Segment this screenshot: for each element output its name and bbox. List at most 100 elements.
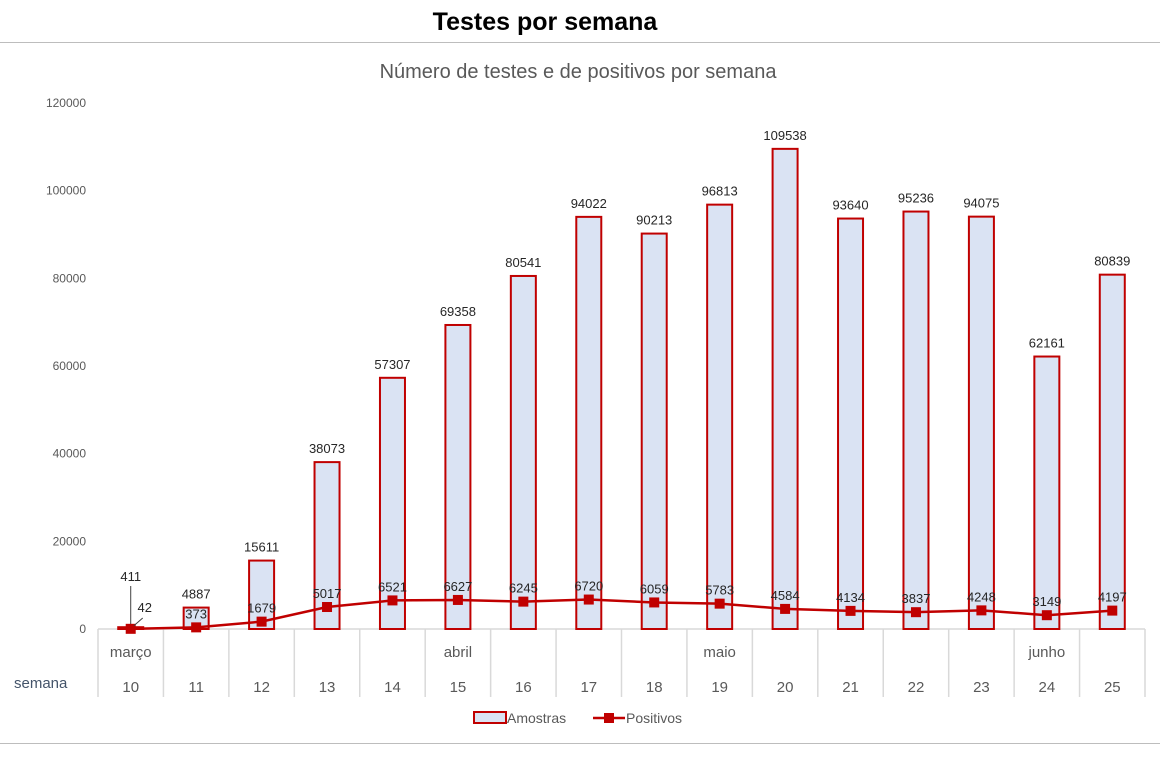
point-positivos [1041, 610, 1052, 621]
legend-positivos-marker [604, 713, 614, 723]
y-tick-label: 120000 [46, 96, 86, 110]
y-tick-label: 20000 [53, 534, 87, 548]
line-value-label: 4134 [836, 590, 865, 605]
bar-amostras [771, 147, 799, 630]
bar-value-label: 96813 [702, 184, 738, 199]
point-positivos [1107, 605, 1118, 616]
x-tick-label: 15 [450, 679, 467, 696]
legend-positivos-label: Positivos [626, 710, 682, 726]
line-value-label: 3837 [902, 591, 931, 606]
bar-amostras [837, 217, 865, 630]
line-value-label: 4584 [771, 588, 800, 603]
point-positivos [322, 602, 333, 613]
x-tick-label: 13 [319, 679, 336, 696]
bar-value-label: 94022 [571, 196, 607, 211]
bar-value-label: 15611 [244, 540, 279, 555]
bar-amostras [444, 323, 472, 630]
x-tick-label: 17 [580, 679, 597, 696]
x-tick-label: 19 [711, 679, 728, 696]
x-tick-label: 18 [646, 679, 663, 696]
line-value-label: 373 [185, 606, 207, 621]
x-tick-label: 23 [973, 679, 990, 696]
legend-amostras-swatch [473, 711, 507, 724]
line-value-label: 1679 [247, 601, 276, 616]
chart-title: Número de testes e de positivos por sema… [380, 61, 778, 83]
bar-value-label: 38073 [309, 441, 345, 456]
x-tick-label: 20 [777, 679, 794, 696]
bar-value-label: 80541 [505, 255, 541, 270]
bar-amostras [902, 210, 930, 631]
month-label: maio [703, 644, 736, 661]
bar-amostras [1033, 355, 1061, 630]
x-tick-label: 11 [188, 679, 204, 696]
bar-amostras [1098, 273, 1126, 630]
point-positivos [125, 623, 136, 634]
line-value-label: 6521 [378, 579, 407, 594]
x-tick-label: 22 [908, 679, 925, 696]
leader-line [133, 617, 144, 627]
point-positivos [910, 607, 921, 618]
x-tick-label: 14 [384, 679, 401, 696]
bar-amostras [967, 215, 995, 631]
x-tick-label: 16 [515, 679, 532, 696]
bar-amostras [706, 203, 734, 630]
bar-value-label: 62161 [1029, 336, 1065, 351]
month-label: março [110, 644, 152, 661]
line-value-label: 5017 [313, 586, 342, 601]
point-positivos [845, 605, 856, 616]
line-value-label: 42 [137, 600, 151, 615]
point-positivos [452, 594, 463, 605]
line-value-label: 6245 [509, 581, 538, 596]
point-positivos [256, 616, 267, 627]
line-value-label: 6720 [574, 579, 603, 594]
line-value-label: 6059 [640, 581, 669, 596]
line-positivos [130, 598, 1113, 631]
bar-amostras [575, 215, 603, 630]
bar-value-label: 69358 [440, 304, 476, 319]
y-tick-label: 100000 [46, 184, 86, 198]
x-tick-label: 24 [1039, 679, 1056, 696]
top-divider [0, 42, 1160, 43]
bar-value-label: 411 [120, 569, 141, 584]
point-positivos [649, 597, 660, 608]
bar-value-label: 95236 [898, 191, 934, 206]
x-tick-label: 10 [122, 679, 139, 696]
month-label: junho [1027, 644, 1065, 661]
bar-amostras [640, 232, 668, 630]
bar-value-label: 57307 [374, 357, 410, 372]
point-positivos [714, 598, 725, 609]
x-tick-label: 12 [253, 679, 270, 696]
x-tick-label: 21 [842, 679, 859, 696]
bar-amostras [313, 461, 341, 630]
bar-value-label: 90213 [636, 213, 672, 228]
line-value-label: 6627 [443, 579, 472, 594]
bar-value-label: 94075 [963, 196, 999, 211]
y-tick-label: 40000 [53, 447, 87, 461]
point-positivos [976, 605, 987, 616]
line-value-label: 4248 [967, 589, 996, 604]
bar-amostras [509, 274, 537, 630]
line-value-label: 3149 [1032, 594, 1061, 609]
bar-value-label: 4887 [182, 587, 211, 602]
line-value-label: 4197 [1098, 590, 1127, 605]
point-positivos [191, 622, 202, 633]
point-positivos [780, 603, 791, 614]
point-positivos [387, 595, 398, 606]
point-positivos [518, 596, 529, 607]
bar-value-label: 93640 [832, 198, 868, 213]
month-label: abril [444, 644, 472, 661]
y-tick-label: 0 [79, 622, 86, 636]
legend-amostras-label: Amostras [507, 710, 566, 726]
y-tick-label: 60000 [53, 359, 87, 373]
bottom-divider [0, 743, 1160, 744]
page-title: Testes por semana [432, 8, 658, 36]
line-value-label: 5783 [705, 583, 734, 598]
bar-amostras [378, 376, 406, 630]
x-tick-label: 25 [1104, 679, 1121, 696]
point-positivos [583, 594, 594, 605]
bar-value-label: 80839 [1094, 254, 1130, 269]
bar-value-label: 109538 [763, 128, 806, 143]
x-axis-title: semana [14, 675, 68, 692]
y-tick-label: 80000 [53, 271, 87, 285]
